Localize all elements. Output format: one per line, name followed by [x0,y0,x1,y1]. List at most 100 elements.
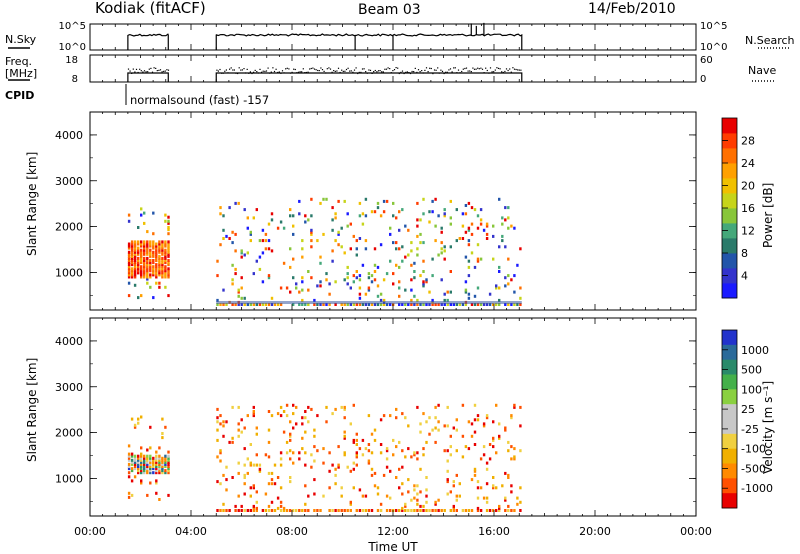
echo-cell [130,246,134,250]
echo-cell [325,197,328,201]
echo-cell [273,482,277,486]
echo-cell [292,426,295,430]
echo-cell [358,201,362,205]
echo-cell [167,469,170,473]
nave-point [296,72,298,74]
echo-cell [167,261,170,265]
echo-cell [167,219,170,223]
echo-cell [413,484,416,488]
echo-cell [127,271,131,275]
echo-cell [143,221,146,225]
echo-cell [161,417,164,421]
nave-point [382,71,384,73]
echo-cell [449,445,452,449]
echo-cell [149,465,152,468]
echo-cell [346,265,349,269]
echo-cell [367,461,371,465]
echo-cell [149,467,152,471]
echo-cell [422,280,425,284]
echo-cell [449,303,452,306]
echo-cell [298,199,301,203]
echo-cell [401,482,404,486]
echo-cell [331,412,334,416]
echo-cell [167,226,170,229]
echo-cell [167,275,170,279]
echo-cell [231,405,234,409]
echo-cell [252,484,255,488]
echo-cell [440,226,443,230]
nave-point [497,67,500,69]
nave-point [333,70,335,72]
nave-scatter [127,67,522,75]
nave-point [513,68,516,70]
echo-cell [476,496,480,500]
echo-cell [146,240,149,244]
nave-point [273,70,276,73]
echo-cell [349,286,352,290]
echo-cell [443,212,446,216]
echo-cell [243,482,246,486]
echo-cell [476,226,480,230]
echo-cell [428,220,431,224]
echo-cell [373,210,377,214]
echo-cell [355,276,358,280]
echo-cell [285,451,289,455]
echo-cell [167,221,170,225]
echo-cell [513,403,516,407]
y-tick-label: 1000 [55,472,83,485]
nave-point [453,67,455,69]
echo-cell [488,303,492,306]
nave-point [150,67,152,69]
echo-cell [161,456,164,460]
echo-cell [130,269,134,273]
echo-cell [155,275,158,279]
echo-cell [434,197,437,201]
echo-cell [461,434,465,438]
echo-cell [389,509,392,512]
echo-cell [416,492,419,496]
echo-cell [337,232,340,236]
echo-cell [346,276,349,280]
echo-cell [167,244,170,248]
echo-cell [161,273,164,277]
nave-point [385,68,388,70]
echo-cell [158,269,161,273]
echo-cell [416,451,419,455]
echo-cell [307,270,310,273]
echo-cell [130,275,134,279]
echo-cell [164,213,167,217]
echo-cell [416,298,419,302]
echo-cell [358,237,362,240]
echo-cell [476,303,480,306]
echo-cell [307,303,310,306]
nave-point [371,72,373,74]
nave-point [323,70,325,72]
echo-cell [385,465,389,469]
echo-cell [304,430,307,434]
echo-cell [373,428,377,432]
echo-cell [167,458,170,462]
echo-cell [289,290,292,294]
echo-cell [152,246,155,250]
nave-point [358,71,360,73]
echo-cell [155,456,158,460]
echo-cell [325,278,328,282]
echo-cell [313,303,316,306]
echo-cell [404,416,407,420]
echo-cell [152,261,155,265]
nave-point [134,71,136,73]
echo-cell [237,294,240,298]
nave-point [440,69,442,71]
echo-cell [416,303,419,306]
echo-cell [130,252,134,256]
echo-cell [228,206,231,210]
echo-cell [340,486,343,490]
echo-cell [267,509,271,512]
echo-cell [149,454,152,458]
echo-cell [389,414,392,418]
echo-cell [143,248,146,252]
echo-cell [167,471,170,475]
nave-point [222,72,224,74]
